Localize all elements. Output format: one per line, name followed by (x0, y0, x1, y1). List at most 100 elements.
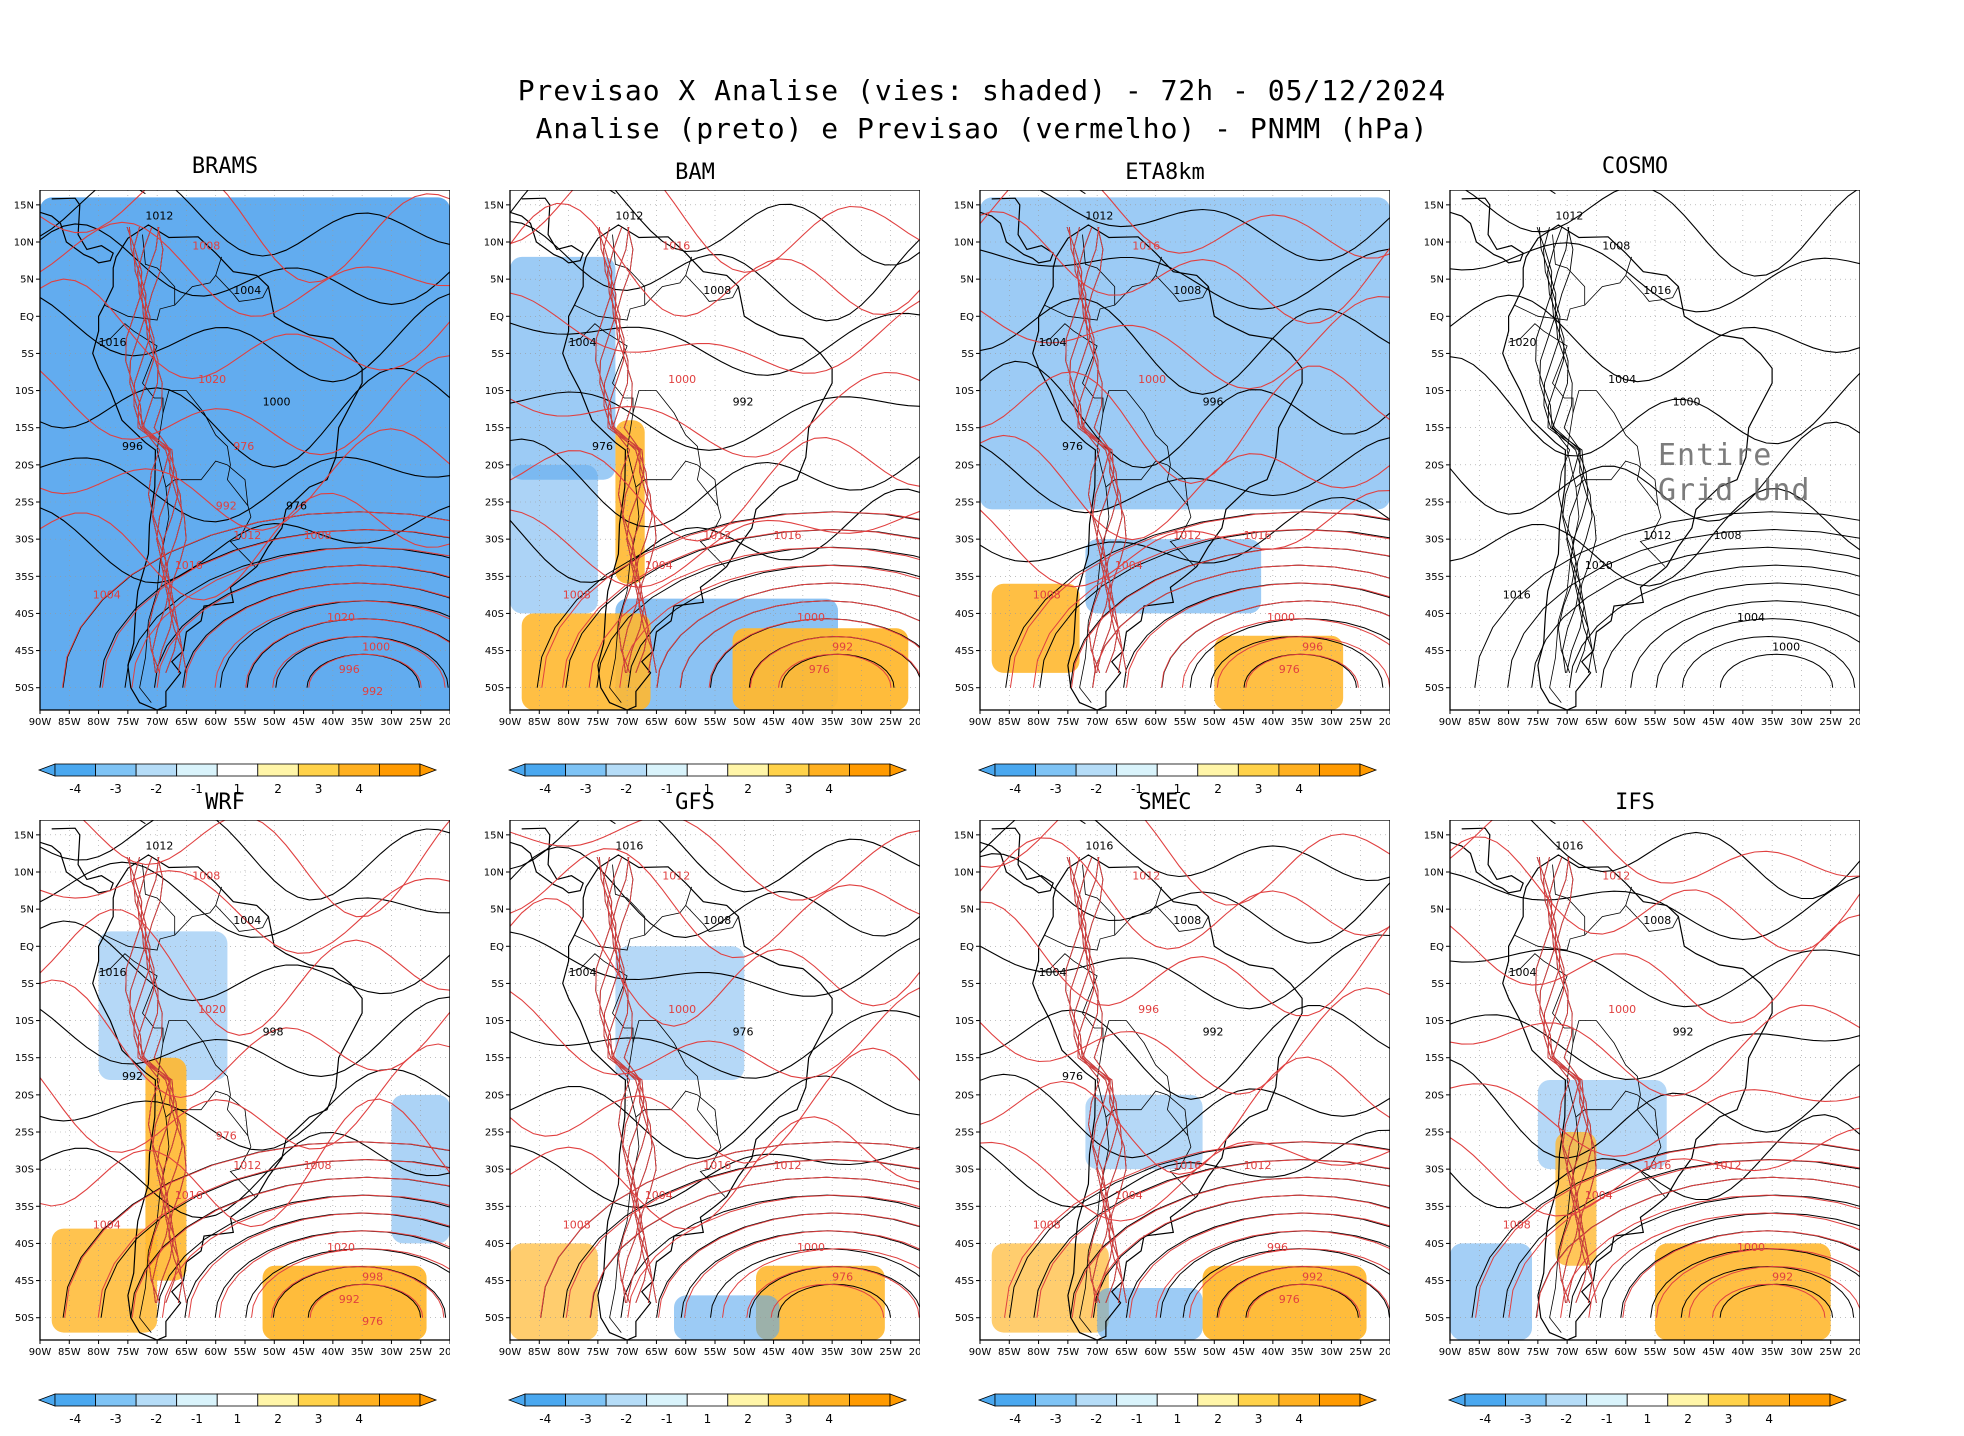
lon-tick-label: 40W (792, 717, 815, 728)
isobar-line (1004, 1141, 1390, 1318)
lat-tick-label: 35S (955, 572, 974, 583)
isobar-line (1450, 1114, 1860, 1209)
isobar-label: 1004 (1115, 1189, 1143, 1202)
colorbar-swatch (767, 763, 810, 777)
panel-title: ETA8km (1125, 160, 1205, 185)
lat-tick-label: 20S (1425, 1090, 1444, 1101)
lat-tick-label: 30S (955, 535, 974, 546)
lon-tick-label: 20W (1849, 717, 1860, 728)
isobar-line (710, 1248, 920, 1318)
colorbar-swatch (216, 1393, 259, 1407)
lon-tick-label: 30W (1320, 1347, 1343, 1358)
coastline-central-america (980, 827, 1054, 894)
lat-tick-label: 5S (21, 349, 34, 360)
isobar-label: 1008 (1643, 914, 1671, 927)
lat-tick-label: 15N (14, 200, 34, 211)
lat-tick-label: 20S (955, 460, 974, 471)
lat-tick-label: 15S (485, 1053, 504, 1064)
lon-tick-label: 60W (204, 717, 227, 728)
lat-tick-label: 45S (15, 646, 34, 657)
country-border (1584, 886, 1632, 936)
lon-tick-label: 85W (1468, 717, 1491, 728)
isobar-label: 1016 (662, 239, 690, 252)
positive-bias-area (521, 613, 651, 710)
colorbar-swatch (95, 763, 137, 777)
colorbar-swatch (135, 1393, 178, 1407)
isobar-line (980, 853, 1390, 944)
isobar-line (1464, 190, 1858, 277)
isobar-line (980, 934, 1390, 1010)
isobar-label: 1008 (304, 1159, 332, 1172)
lat-tick-label: 30S (955, 1165, 974, 1176)
lon-tick-label: 20W (909, 717, 920, 728)
lat-tick-label: EQ (490, 312, 504, 323)
colorbar-tick-label: -2 (150, 782, 162, 796)
colorbar-swatch (565, 763, 607, 777)
isobar-label: 996 (1302, 641, 1323, 654)
lat-tick-label: 45S (485, 1276, 504, 1287)
lat-tick-label: 10N (1424, 238, 1444, 249)
isobar-label: 976 (1062, 1070, 1083, 1083)
isobar-line (980, 1056, 1390, 1175)
isobar-label: 1016 (1244, 529, 1272, 542)
colorbar-tick-label: 4 (1295, 1412, 1303, 1426)
isobar-line (679, 600, 920, 688)
lat-tick-label: 20S (485, 460, 504, 471)
lon-tick-label: 50W (263, 717, 286, 728)
isobar-line (125, 856, 167, 1304)
lat-tick-label: 15S (15, 423, 34, 434)
island-outline (592, 820, 616, 825)
panel-title: IFS (1615, 790, 1655, 815)
lat-tick-label: 40S (485, 1239, 504, 1250)
isobar-line (510, 848, 920, 959)
isobar-line (1531, 546, 1860, 688)
isobar-line (980, 987, 1390, 1095)
isobar-line (145, 226, 187, 673)
lon-tick-label: 90W (969, 1347, 992, 1358)
country-border (685, 905, 739, 932)
lon-tick-label: 85W (1468, 1347, 1491, 1358)
missing-grid-watermark: Entire Grid Und (1658, 438, 1811, 508)
country-border (626, 1020, 726, 1197)
isobar-line (510, 897, 920, 1027)
lat-tick-label: 25S (485, 498, 504, 509)
isobar-label: 976 (592, 440, 613, 453)
colorbar-tick-label: -1 (661, 1412, 673, 1426)
lon-tick-label: 60W (674, 717, 697, 728)
colorbar-arrow-right (889, 763, 908, 777)
panel-ifs: IFS 1016 1012 1008 1004 1000 992 1016 1012 1008 1… (1410, 790, 1860, 1426)
isobar-line (510, 190, 920, 266)
lon-tick-label: 65W (1585, 717, 1608, 728)
lon-tick-label: 65W (645, 717, 668, 728)
lat-tick-label: 10N (484, 238, 504, 249)
lon-tick-label: 85W (528, 717, 551, 728)
isobar-label: 1008 (192, 869, 220, 882)
lon-tick-label: 45W (1702, 717, 1725, 728)
isobar-label: 1004 (569, 966, 597, 979)
colorbar-swatch (808, 763, 850, 777)
colorbar-tick-label: -2 (1090, 1412, 1102, 1426)
isobar-line (770, 1283, 885, 1318)
isobar-line (1450, 820, 1860, 884)
lon-tick-label: 75W (587, 717, 610, 728)
colorbar-tick-label: -2 (620, 782, 632, 796)
isobar-label: 1016 (99, 336, 127, 349)
lon-tick-label: 45W (1232, 1347, 1255, 1358)
isobar-label: 1000 (1673, 395, 1701, 408)
colorbar-tick-label: -3 (580, 1412, 592, 1426)
isobar-line (980, 1141, 1390, 1222)
lon-tick-label: 30W (380, 717, 403, 728)
isobar-line (980, 901, 1390, 1017)
colorbar-tick-label: -3 (1050, 782, 1062, 796)
lon-tick-label: 40W (322, 717, 345, 728)
lat-tick-label: 25S (1425, 498, 1444, 509)
lon-tick-label: 85W (58, 717, 81, 728)
lon-tick-label: 30W (850, 717, 873, 728)
country-border (1044, 864, 1116, 951)
colorbar-swatch (1156, 763, 1199, 777)
colorbar-swatch (605, 1393, 648, 1407)
colorbar-tick-label: 3 (1255, 782, 1263, 796)
isobar-line (1081, 857, 1123, 1303)
colorbar-tick-label: 1 (1174, 782, 1182, 796)
lon-tick-label: 50W (1203, 1347, 1226, 1358)
